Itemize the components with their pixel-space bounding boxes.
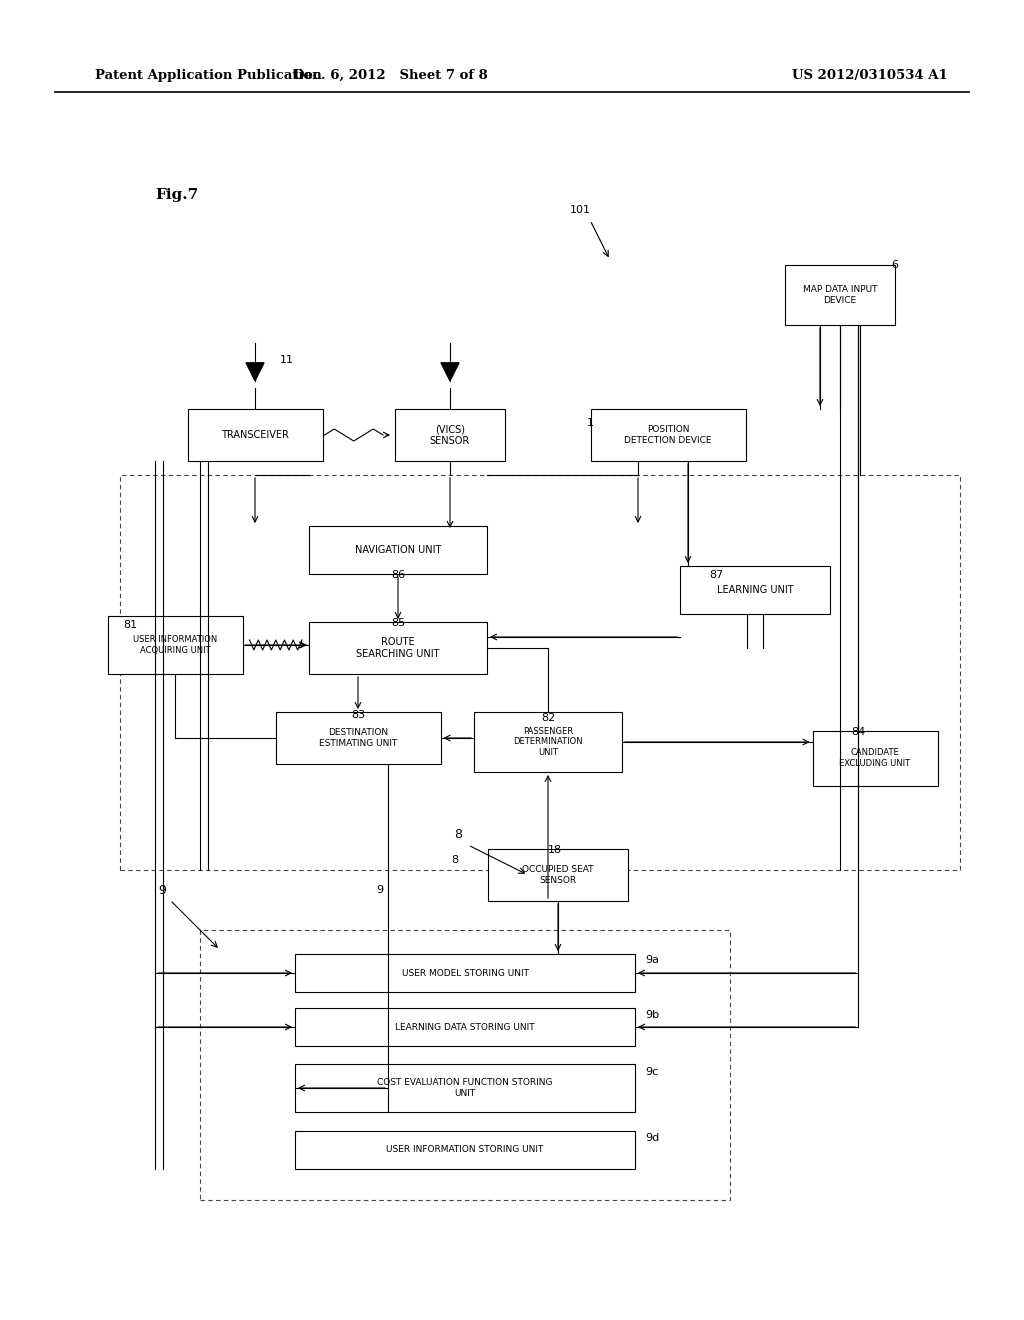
Text: 8: 8 <box>454 829 462 842</box>
Text: 9: 9 <box>158 883 166 896</box>
Text: 101: 101 <box>569 205 591 215</box>
Bar <box>474 711 622 772</box>
Text: DESTINATION
ESTIMATING UNIT: DESTINATION ESTIMATING UNIT <box>318 729 397 747</box>
Bar <box>785 265 895 325</box>
Bar <box>200 931 730 1200</box>
Bar <box>297 956 633 990</box>
Text: Dec. 6, 2012   Sheet 7 of 8: Dec. 6, 2012 Sheet 7 of 8 <box>293 69 487 82</box>
Bar <box>591 409 745 461</box>
Text: LEARNING DATA STORING UNIT: LEARNING DATA STORING UNIT <box>395 1023 535 1031</box>
Bar <box>108 616 243 675</box>
Bar <box>395 409 505 461</box>
Text: COST EVALUATION FUNCTION STORING
UNIT: COST EVALUATION FUNCTION STORING UNIT <box>377 1078 553 1098</box>
Text: ROUTE
SEARCHING UNIT: ROUTE SEARCHING UNIT <box>356 638 439 659</box>
Polygon shape <box>246 363 264 380</box>
Bar <box>680 566 830 614</box>
Text: 87: 87 <box>709 570 723 579</box>
Bar <box>297 1010 633 1044</box>
Text: PASSENGER
DETERMINATION
UNIT: PASSENGER DETERMINATION UNIT <box>513 727 583 756</box>
Polygon shape <box>441 363 459 380</box>
Text: MAP DATA INPUT
DEVICE: MAP DATA INPUT DEVICE <box>803 285 878 305</box>
Text: 1: 1 <box>587 418 594 428</box>
Text: USER INFORMATION
ACQUIRING UNIT: USER INFORMATION ACQUIRING UNIT <box>133 635 217 655</box>
Bar <box>120 475 961 870</box>
Text: US 2012/0310534 A1: US 2012/0310534 A1 <box>793 69 948 82</box>
Text: 86: 86 <box>391 570 406 579</box>
Text: CANDIDATE
EXCLUDING UNIT: CANDIDATE EXCLUDING UNIT <box>840 748 910 768</box>
Text: 83: 83 <box>351 710 366 719</box>
Text: LEARNING UNIT: LEARNING UNIT <box>717 585 794 595</box>
Text: 11: 11 <box>280 355 294 366</box>
Text: USER INFORMATION STORING UNIT: USER INFORMATION STORING UNIT <box>386 1146 544 1155</box>
Bar <box>295 1064 635 1111</box>
Bar <box>488 849 628 902</box>
Bar <box>309 525 487 574</box>
Text: 8: 8 <box>452 855 459 865</box>
Text: 9a: 9a <box>645 954 659 965</box>
Bar <box>295 954 635 993</box>
Text: 9c: 9c <box>645 1067 658 1077</box>
Bar <box>275 711 440 764</box>
Text: 9: 9 <box>377 884 384 895</box>
Text: Patent Application Publication: Patent Application Publication <box>95 69 322 82</box>
Text: TRANSCEIVER: TRANSCEIVER <box>221 430 289 440</box>
Text: 9b: 9b <box>645 1010 659 1020</box>
Text: 85: 85 <box>391 618 406 628</box>
Text: Fig.7: Fig.7 <box>155 187 199 202</box>
Text: USER MODEL STORING UNIT: USER MODEL STORING UNIT <box>401 969 528 978</box>
Text: 6: 6 <box>892 260 898 271</box>
Text: 82: 82 <box>541 713 555 723</box>
Bar <box>297 1067 633 1110</box>
Bar <box>297 1133 633 1167</box>
Text: OCCUPIED SEAT
SENSOR: OCCUPIED SEAT SENSOR <box>522 866 594 884</box>
Bar <box>187 409 323 461</box>
Text: POSITION
DETECTION DEVICE: POSITION DETECTION DEVICE <box>625 425 712 445</box>
Bar <box>295 1008 635 1045</box>
Text: NAVIGATION UNIT: NAVIGATION UNIT <box>354 545 441 554</box>
Bar <box>812 730 938 785</box>
Text: 81: 81 <box>123 620 137 630</box>
Text: 84: 84 <box>851 727 865 737</box>
Text: 18: 18 <box>548 845 562 855</box>
Bar <box>309 622 487 675</box>
Text: (VICS)
SENSOR: (VICS) SENSOR <box>430 424 470 446</box>
Text: 9d: 9d <box>645 1133 659 1143</box>
Bar <box>295 1131 635 1170</box>
